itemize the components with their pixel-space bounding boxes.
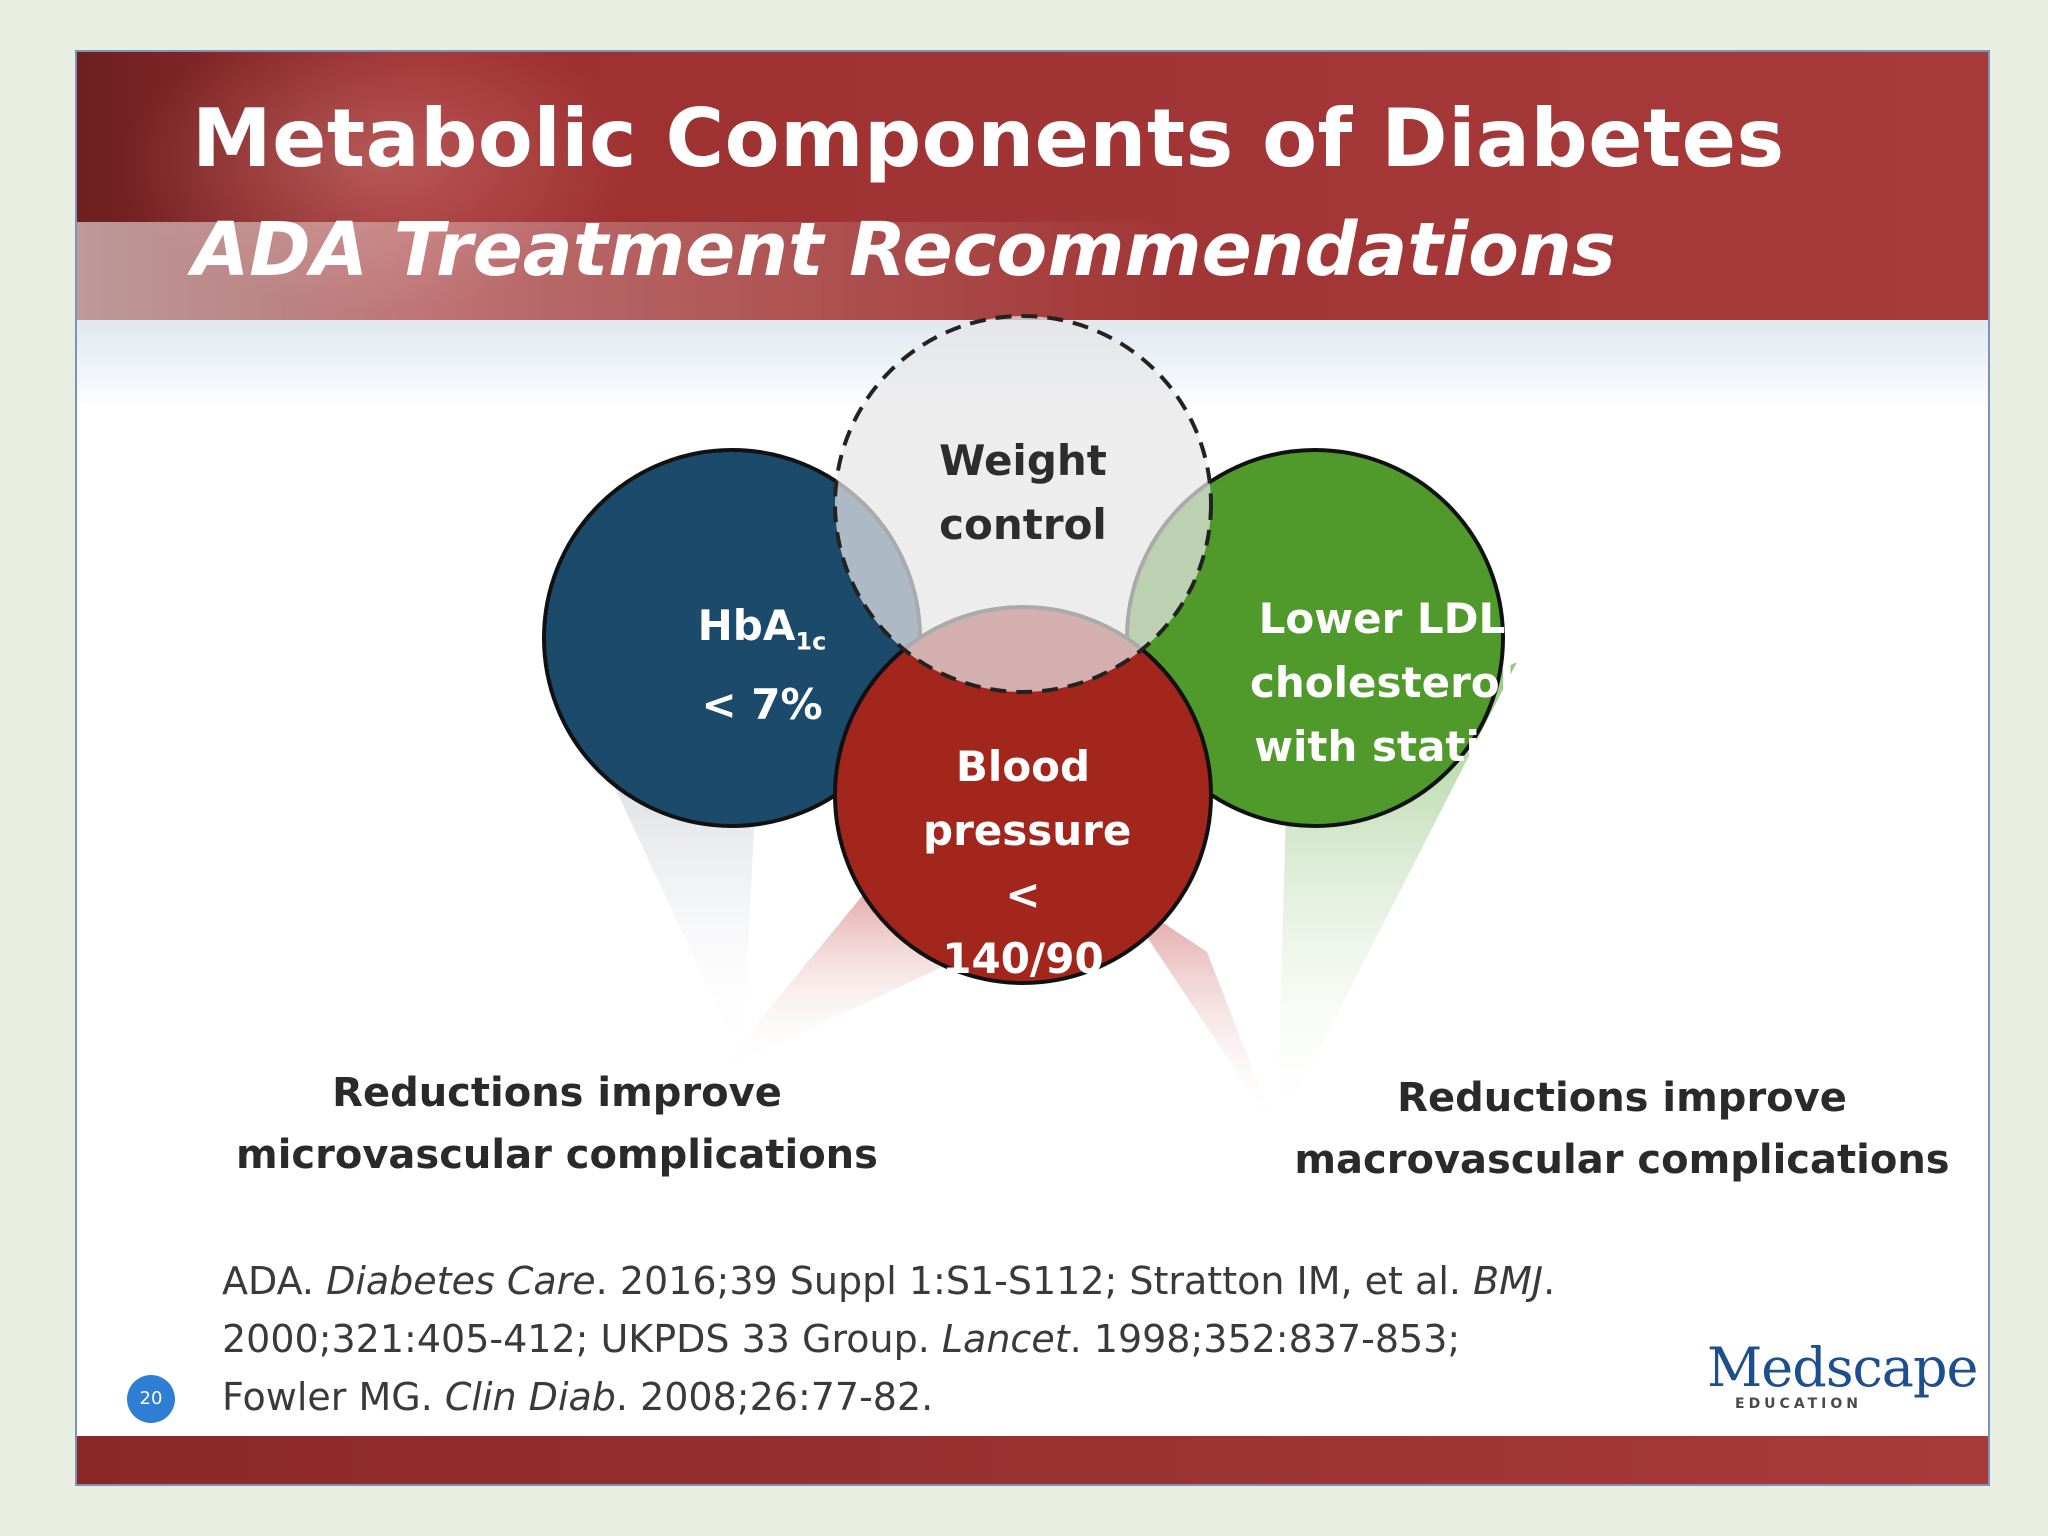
macro-cone-red [1117,892,1277,1132]
medscape-logo: Medscape EDUCATION [1707,1336,1978,1416]
hba1c-value: < 7% [701,680,823,730]
hba1c-label: HbA1c < 7% [662,594,862,737]
venn-diagram [542,314,1517,1132]
macro-note: Reductions improve macrovascular complic… [1277,1067,1967,1191]
references: ADA. Diabetes Care. 2016;39 Suppl 1:S1-S… [222,1252,1555,1426]
hba1c-label-line1: HbA1c [662,594,862,673]
reference-line-2: 2000;321:405-412; UKPDS 33 Group. Lancet… [222,1310,1555,1368]
ref-bmj-rest: . [1543,1259,1556,1303]
header-band [77,222,1177,320]
slide-title: Metabolic Components of Diabetes [192,92,1785,185]
slide: Metabolic Components of Diabetes ADA Tre… [75,50,1990,1486]
footer-bar [77,1436,1988,1484]
slide-number-badge: 20 [127,1375,175,1423]
reference-line-1: ADA. Diabetes Care. 2016;39 Suppl 1:S1-S… [222,1252,1555,1310]
ref-lancet-rest: . 1998;352:837-853; [1069,1317,1461,1361]
bp-label-line4: mmHg [946,998,1100,1047]
ref-journal-lancet: Lancet [941,1317,1070,1361]
reference-line-3: Fowler MG. Clin Diab. 2008;26:77-82. [222,1368,1555,1426]
ref-journal-clin-diab: Clin Diab [444,1375,616,1419]
bp-label-line2: pressure [923,806,1132,855]
ref-ada-rest: . 2016;39 Suppl 1:S1-S112; Stratton IM, … [595,1259,1474,1303]
weight-circle [833,314,1213,694]
weight-label-line2: control [939,500,1107,549]
hba1c-subscript: 1c [795,627,827,656]
slide-header: Metabolic Components of Diabetes ADA Tre… [77,52,1988,320]
ldl-label: Lower LDL cholesterol with statin [1237,587,1527,779]
hba1c-base: HbA [697,601,796,650]
ldl-label-line2: cholesterol [1249,658,1515,707]
ref-ada: ADA. [222,1259,327,1303]
weight-label: Weight control [923,429,1123,557]
weight-label-line1: Weight [939,436,1107,485]
micro-note: Reductions improve microvascular complic… [197,1062,917,1186]
bp-label-line1: Blood [955,742,1091,791]
ref-journal-diabetes-care: Diabetes Care [326,1259,596,1303]
logo-subtext: EDUCATION [1735,1396,1862,1412]
ref-journal-bmj: BMJ [1473,1259,1544,1303]
ref-fowler-rest: . 2008;26:77-82. [615,1375,934,1419]
bp-label: Blood pressure < 140/90 mmHg [923,735,1132,1055]
logo-word: Medscape [1707,1336,1978,1399]
ldl-label-line1: Lower LDL [1258,594,1506,643]
macro-note-line1: Reductions improve [1397,1075,1847,1121]
micro-note-line1: Reductions improve [332,1070,782,1116]
ldl-label-line3: with statin [1254,722,1510,771]
slide-subtitle: ADA Treatment Recommendations [192,207,1616,293]
bp-label-line3: < 140/90 [942,870,1104,983]
micro-note-line2: microvascular complications [236,1132,878,1178]
ref-stratton-ukpds: 2000;321:405-412; UKPDS 33 Group. [222,1317,942,1361]
macro-note-line2: macrovascular complications [1294,1137,1950,1183]
ref-fowler: Fowler MG. [222,1375,445,1419]
